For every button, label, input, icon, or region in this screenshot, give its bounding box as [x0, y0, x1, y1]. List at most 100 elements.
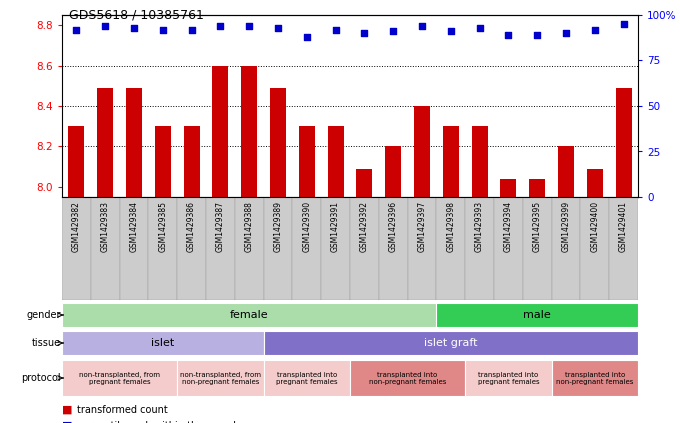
Bar	[443, 126, 459, 197]
Bar	[270, 88, 286, 197]
Bar	[62, 331, 264, 355]
Point	[100, 22, 111, 29]
Text: GSM1429389: GSM1429389	[273, 201, 282, 252]
Point	[445, 28, 456, 35]
Text: female: female	[230, 310, 269, 320]
Bar	[500, 179, 516, 197]
Point	[243, 22, 254, 29]
Text: GSM1429395: GSM1429395	[532, 201, 542, 252]
Text: GSM1429391: GSM1429391	[331, 201, 340, 252]
Point	[301, 33, 312, 40]
Point	[129, 25, 139, 31]
Bar	[558, 146, 574, 197]
Bar	[264, 197, 292, 300]
Text: GSM1429401: GSM1429401	[619, 201, 628, 252]
Text: GSM1429387: GSM1429387	[216, 201, 225, 252]
Bar	[472, 126, 488, 197]
Text: male: male	[524, 310, 551, 320]
Bar	[155, 126, 171, 197]
Bar	[379, 197, 407, 300]
Point	[417, 22, 428, 29]
Bar	[465, 360, 551, 396]
Point	[590, 26, 600, 33]
Bar	[581, 197, 609, 300]
Text: protocol: protocol	[21, 373, 61, 383]
Text: gender: gender	[26, 310, 61, 320]
Point	[618, 21, 629, 27]
Point	[532, 32, 543, 38]
Text: GSM1429386: GSM1429386	[187, 201, 196, 252]
Bar	[241, 66, 257, 197]
Bar	[465, 197, 494, 300]
Bar	[551, 360, 638, 396]
Bar	[91, 197, 120, 300]
Bar	[350, 360, 465, 396]
Text: GSM1429382: GSM1429382	[72, 201, 81, 252]
Bar	[529, 179, 545, 197]
Text: percentile rank within the sample: percentile rank within the sample	[77, 421, 242, 423]
Text: islet graft: islet graft	[424, 338, 477, 348]
Point	[474, 25, 485, 31]
Bar	[177, 360, 264, 396]
Bar	[69, 126, 84, 197]
Text: transplanted into
non-pregnant females: transplanted into non-pregnant females	[556, 371, 634, 385]
Bar	[609, 197, 638, 300]
Text: GSM1429394: GSM1429394	[504, 201, 513, 252]
Text: transplanted into
non-pregnant females: transplanted into non-pregnant females	[369, 371, 446, 385]
Text: non-transplanted, from
non-pregnant females: non-transplanted, from non-pregnant fema…	[180, 371, 261, 385]
Bar	[587, 169, 602, 197]
Point	[388, 28, 398, 35]
Bar	[356, 169, 373, 197]
Text: GSM1429393: GSM1429393	[475, 201, 484, 252]
Text: GSM1429388: GSM1429388	[245, 201, 254, 252]
Point	[157, 26, 168, 33]
Bar	[206, 197, 235, 300]
Point	[186, 26, 197, 33]
Point	[71, 26, 82, 33]
Point	[273, 25, 284, 31]
Text: GSM1429392: GSM1429392	[360, 201, 369, 252]
Point	[330, 26, 341, 33]
Text: GSM1429400: GSM1429400	[590, 201, 599, 252]
Text: GSM1429396: GSM1429396	[389, 201, 398, 252]
Text: ■: ■	[62, 405, 73, 415]
Bar	[264, 331, 638, 355]
Text: GSM1429399: GSM1429399	[562, 201, 571, 252]
Bar	[264, 360, 350, 396]
Bar	[62, 360, 177, 396]
Bar	[292, 197, 321, 300]
Bar	[148, 197, 177, 300]
Text: GSM1429390: GSM1429390	[303, 201, 311, 252]
Text: GSM1429384: GSM1429384	[129, 201, 139, 252]
Text: transplanted into
pregnant females: transplanted into pregnant females	[477, 371, 539, 385]
Bar	[212, 66, 228, 197]
Text: transformed count: transformed count	[77, 405, 168, 415]
Bar	[177, 197, 206, 300]
Bar	[615, 88, 632, 197]
Bar	[126, 88, 142, 197]
Text: GSM1429398: GSM1429398	[446, 201, 456, 252]
Bar	[494, 197, 523, 300]
Bar	[414, 106, 430, 197]
Text: GSM1429397: GSM1429397	[418, 201, 426, 252]
Point	[503, 32, 514, 38]
Bar	[299, 126, 315, 197]
Bar	[120, 197, 148, 300]
Bar	[97, 88, 113, 197]
Bar	[235, 197, 264, 300]
Text: islet: islet	[151, 338, 175, 348]
Bar	[407, 197, 437, 300]
Bar	[184, 126, 199, 197]
Bar	[523, 197, 551, 300]
Point	[359, 30, 370, 36]
Bar	[437, 197, 465, 300]
Bar	[551, 197, 581, 300]
Bar	[62, 303, 437, 327]
Text: ■: ■	[62, 421, 73, 423]
Text: GDS5618 / 10385761: GDS5618 / 10385761	[69, 8, 204, 21]
Text: tissue: tissue	[31, 338, 61, 348]
Bar	[328, 126, 343, 197]
Bar	[350, 197, 379, 300]
Bar	[437, 303, 638, 327]
Text: non-transplanted, from
pregnant females: non-transplanted, from pregnant females	[79, 371, 160, 385]
